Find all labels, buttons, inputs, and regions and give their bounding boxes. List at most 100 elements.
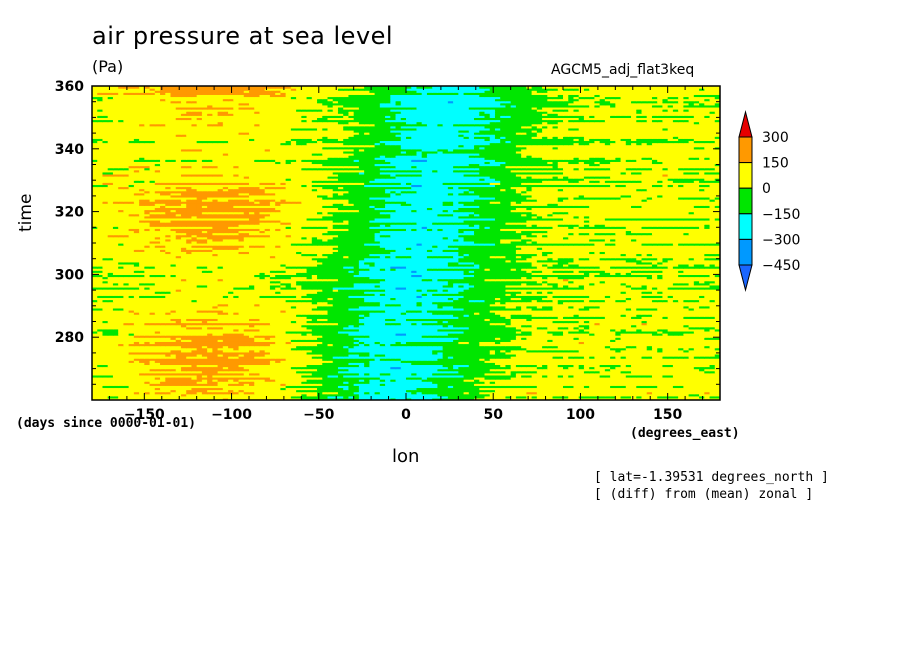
heatmap-cell xyxy=(447,372,454,376)
heatmap-cell xyxy=(641,383,648,386)
heatmap-cell xyxy=(128,376,135,380)
heatmap-cell xyxy=(442,368,449,372)
heatmap-cell xyxy=(578,391,585,395)
heatmap-cell xyxy=(474,383,480,386)
heatmap-cell xyxy=(526,383,533,386)
heatmap-cell xyxy=(369,391,376,395)
heatmap-cell xyxy=(275,395,281,399)
heatmap-cell xyxy=(123,381,130,384)
heatmap-cell xyxy=(468,368,475,372)
heatmap-cell xyxy=(662,376,669,380)
heatmap-cell xyxy=(385,379,391,382)
heatmap-cell xyxy=(563,389,569,393)
heatmap-cell xyxy=(92,372,98,376)
heatmap-cell xyxy=(165,372,172,376)
heatmap-cell xyxy=(547,383,554,386)
heatmap-cell xyxy=(379,379,386,382)
heatmap-cell xyxy=(693,379,700,382)
heatmap-cell xyxy=(458,387,465,391)
heatmap-cell xyxy=(615,397,622,400)
heatmap-cell xyxy=(667,389,674,393)
heatmap-cell xyxy=(599,397,606,400)
heatmap-cell xyxy=(97,368,104,372)
heatmap-cell xyxy=(123,387,130,391)
heatmap-cell xyxy=(290,370,297,374)
heatmap-cell xyxy=(631,376,637,380)
heatmap-cell xyxy=(615,385,622,389)
heatmap-cell xyxy=(557,385,564,389)
heatmap-cell xyxy=(395,387,402,391)
heatmap-cell xyxy=(348,383,355,386)
heatmap-cell xyxy=(416,397,423,400)
heatmap-cell xyxy=(395,374,402,378)
heatmap-cell xyxy=(353,397,360,400)
heatmap-cell xyxy=(641,372,648,376)
heatmap-cell xyxy=(494,372,501,376)
heatmap-cell xyxy=(337,385,344,389)
heatmap-cell xyxy=(191,385,198,389)
heatmap-cell xyxy=(631,370,637,374)
heatmap-cell xyxy=(526,376,533,380)
heatmap-cell xyxy=(693,374,700,378)
heatmap-cell xyxy=(264,391,271,395)
heatmap-cell xyxy=(500,374,507,378)
heatmap-cell xyxy=(374,370,381,374)
heatmap-cell xyxy=(489,389,496,393)
heatmap-cell xyxy=(154,372,161,376)
heatmap-cell xyxy=(563,376,569,380)
heatmap-cell xyxy=(411,395,418,399)
heatmap-cell xyxy=(416,391,423,395)
heatmap-cell xyxy=(474,387,480,391)
heatmap-cell xyxy=(306,391,313,395)
heatmap-cell xyxy=(322,391,329,395)
heatmap-cell xyxy=(468,370,475,374)
heatmap-cell xyxy=(170,387,177,391)
heatmap-cell xyxy=(678,379,684,382)
heatmap-cell xyxy=(531,372,538,376)
heatmap-cell xyxy=(547,376,554,380)
heatmap-cell xyxy=(552,397,559,400)
heatmap-cell xyxy=(343,374,350,378)
heatmap-cell xyxy=(494,383,501,386)
heatmap-cell xyxy=(369,381,376,384)
heatmap-cell xyxy=(505,397,512,400)
heatmap-cell xyxy=(714,379,720,382)
heatmap-cell xyxy=(118,385,124,389)
heatmap-cell xyxy=(714,389,720,393)
heatmap-cell xyxy=(521,370,527,374)
heatmap-cell xyxy=(102,368,109,372)
heatmap-cell xyxy=(699,387,705,391)
heatmap-cell xyxy=(578,372,585,376)
heatmap-cell xyxy=(243,387,250,391)
heatmap-cell xyxy=(311,393,318,397)
heatmap-cell xyxy=(390,374,397,378)
heatmap-cell xyxy=(667,376,674,380)
heatmap-cell xyxy=(437,395,444,399)
heatmap-cell xyxy=(107,387,114,391)
heatmap-cell xyxy=(290,395,297,399)
heatmap-cell xyxy=(369,376,376,380)
heatmap-cell xyxy=(249,379,255,382)
heatmap-cell xyxy=(662,385,669,389)
heatmap-cell xyxy=(259,368,266,372)
heatmap-cell xyxy=(578,389,585,393)
heatmap-cell xyxy=(683,370,690,374)
heatmap-cell xyxy=(416,395,423,399)
heatmap-cell xyxy=(641,387,648,391)
heatmap-cell xyxy=(479,395,486,399)
heatmap-cell xyxy=(432,395,438,399)
heatmap-cell xyxy=(353,376,360,380)
heatmap-cell xyxy=(139,393,145,397)
heatmap-cell xyxy=(379,391,386,395)
heatmap-cell xyxy=(186,391,193,395)
heatmap-cell xyxy=(364,368,370,372)
heatmap-cell xyxy=(531,389,538,393)
heatmap-cell xyxy=(180,389,187,393)
heatmap-cell xyxy=(107,370,114,374)
heatmap-cell xyxy=(191,393,198,397)
heatmap-cell xyxy=(610,393,616,397)
heatmap-cell xyxy=(233,389,240,393)
heatmap-cell xyxy=(531,374,538,378)
heatmap-cell xyxy=(494,389,501,393)
heatmap-cell xyxy=(348,397,355,400)
